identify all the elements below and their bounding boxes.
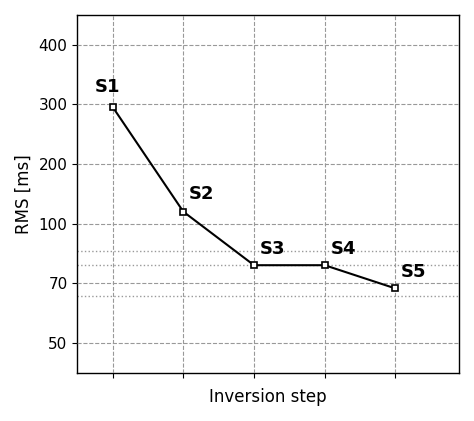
Y-axis label: RMS [ms]: RMS [ms] [15,154,33,234]
Text: S1: S1 [95,78,120,96]
Text: S2: S2 [189,185,214,203]
Text: S3: S3 [260,240,285,258]
Text: S4: S4 [330,240,356,258]
X-axis label: Inversion step: Inversion step [210,388,327,406]
Text: S5: S5 [401,263,427,281]
